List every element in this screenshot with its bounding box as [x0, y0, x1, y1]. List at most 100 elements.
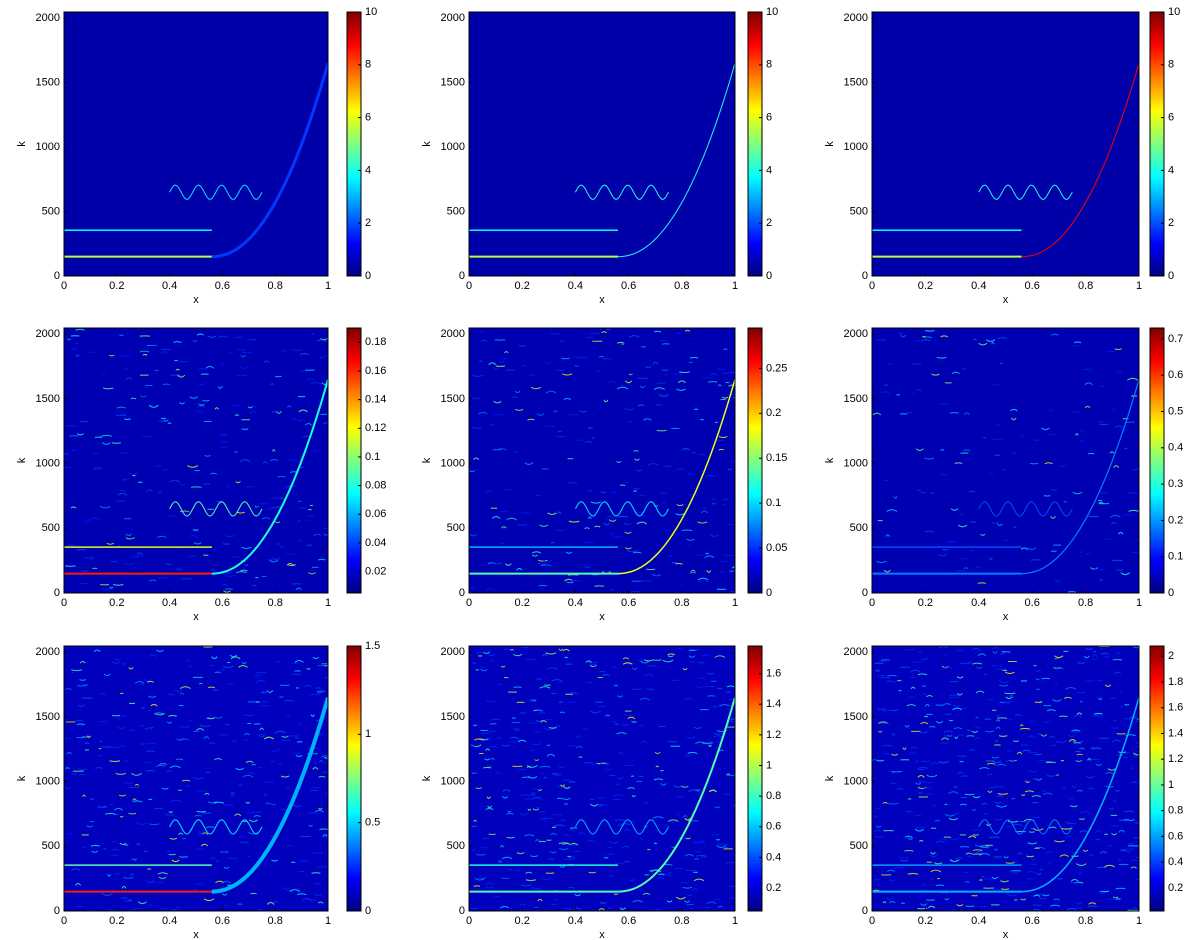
heatmap-ridge — [1021, 379, 1139, 575]
heatmap-streak — [222, 893, 228, 896]
heatmap-streak — [303, 684, 313, 688]
heatmap-streak — [658, 394, 669, 397]
x-tick-label: 0.2 — [918, 597, 933, 609]
heatmap-streak — [1019, 728, 1031, 730]
heatmap-streak — [524, 834, 535, 837]
heatmap-streak — [109, 586, 114, 589]
heatmap-streak — [1114, 348, 1122, 351]
heatmap-streak — [309, 789, 318, 792]
heatmap-streak — [608, 519, 617, 522]
heatmap-streak — [280, 775, 290, 778]
heatmap-streak — [676, 504, 684, 507]
y-tick-label: 500 — [850, 840, 868, 852]
heatmap-streak — [1132, 646, 1139, 649]
heatmap-streak — [206, 717, 212, 719]
heatmap-streak — [1089, 854, 1094, 856]
heatmap-streak — [135, 822, 147, 825]
heatmap-streak — [528, 374, 536, 377]
heatmap-streak — [76, 723, 85, 726]
heatmap-streak — [959, 775, 969, 778]
x-tick-label: 0.4 — [162, 597, 177, 609]
heatmap-streak — [1116, 568, 1124, 571]
heatmap-streak — [483, 651, 491, 655]
heatmap-streak — [1052, 699, 1063, 702]
panel: 0 0.2 0.4 0.6 0.8 10500100015002000xk0.020.04… — [16, 327, 386, 623]
heatmap-streak — [64, 737, 70, 740]
x-tick-label: 1 — [732, 597, 738, 609]
heatmap-streak — [114, 807, 124, 811]
heatmap-streak — [125, 377, 133, 381]
heatmap-streak — [295, 755, 303, 757]
heatmap-streak — [653, 659, 662, 661]
colorbar-tick-label: 0.2 — [1168, 882, 1183, 894]
heatmap-streak — [893, 496, 898, 499]
heatmap-streak — [556, 369, 565, 371]
heatmap-streak — [158, 763, 168, 766]
heatmap-streak — [986, 773, 993, 776]
heatmap-streak — [702, 742, 713, 744]
heatmap-streak — [119, 692, 124, 695]
heatmap-streak — [156, 649, 164, 652]
heatmap-streak — [527, 808, 532, 811]
heatmap-streak — [313, 882, 321, 885]
heatmap-streak — [488, 362, 497, 366]
heatmap-streak — [154, 712, 166, 716]
heatmap-streak — [498, 860, 503, 863]
heatmap-streak — [558, 848, 569, 850]
heatmap-streak — [1091, 657, 1098, 661]
heatmap-streak — [192, 888, 198, 891]
heatmap-streak — [1084, 405, 1091, 409]
heatmap-streak — [977, 653, 987, 657]
heatmap-streak — [965, 852, 973, 855]
heatmap-streak — [207, 801, 217, 804]
heatmap-streak — [276, 542, 281, 546]
heatmap-streak — [122, 662, 126, 666]
heatmap-streak — [485, 490, 492, 493]
axes-frame — [468, 11, 736, 277]
colorbar-tick-label: 1 — [1168, 779, 1174, 791]
heatmap-streak — [926, 781, 933, 784]
heatmap-streak — [297, 539, 303, 542]
colorbar — [346, 11, 362, 277]
heatmap-streak — [972, 662, 983, 665]
heatmap-streak — [900, 334, 906, 338]
heatmap-streak — [111, 442, 122, 444]
heatmap-streak — [1105, 772, 1114, 775]
heatmap-streak — [238, 665, 248, 668]
heatmap-streak — [546, 753, 556, 757]
heatmap-streak — [673, 372, 682, 376]
heatmap-streak — [627, 420, 633, 423]
heatmap-streak — [155, 764, 166, 767]
heatmap-streak — [710, 833, 720, 836]
heatmap-streak — [318, 776, 326, 778]
heatmap-streak — [956, 649, 965, 653]
heatmap-streak — [714, 655, 726, 658]
colorbar-tick-label: 0.02 — [365, 565, 386, 577]
heatmap-streak — [673, 785, 683, 788]
heatmap-streak — [550, 833, 557, 836]
heatmap-streak — [924, 704, 930, 707]
heatmap-streak — [473, 457, 480, 461]
heatmap-streak — [189, 396, 199, 399]
heatmap-streak — [537, 818, 547, 821]
colorbar-tick-label: 1.5 — [365, 640, 380, 652]
heatmap-streak — [515, 408, 524, 411]
heatmap-streak — [531, 743, 542, 746]
heatmap-streak — [995, 423, 1000, 427]
heatmap-streak — [501, 856, 513, 860]
heatmap-streak — [1068, 734, 1076, 737]
heatmap-streak — [872, 878, 882, 882]
heatmap-streak — [553, 410, 558, 413]
heatmap-streak — [124, 562, 134, 566]
heatmap-streak — [480, 666, 486, 669]
heatmap-streak — [502, 789, 511, 792]
x-axis-label: x — [193, 929, 199, 940]
heatmap-streak — [657, 876, 664, 880]
heatmap-streak — [241, 351, 253, 354]
heatmap-streak — [148, 823, 160, 826]
heatmap-streak — [1046, 774, 1056, 777]
heatmap-streak — [694, 857, 699, 860]
heatmap-streak — [118, 745, 127, 748]
heatmap-streak — [686, 736, 696, 739]
heatmap-streak — [709, 373, 718, 376]
